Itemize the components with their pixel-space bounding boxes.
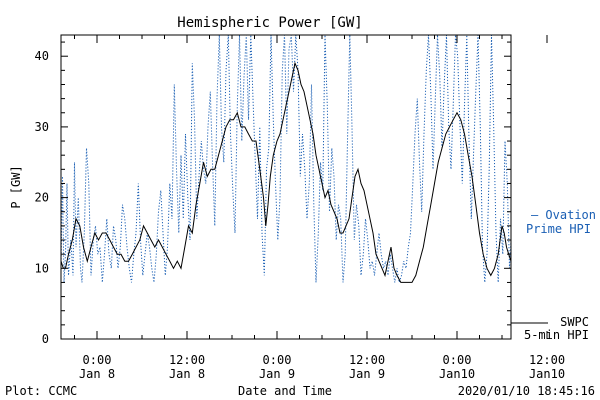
- y-tick-label: 0: [42, 332, 49, 346]
- x-tick-label-time: 12:00: [529, 353, 565, 367]
- x-tick-label-time: 0:00: [83, 353, 112, 367]
- x-tick-label-date: Jan 9: [349, 367, 385, 381]
- x-tick-label-date: Jan10: [439, 367, 475, 381]
- x-tick-label-date: Jan10: [529, 367, 565, 381]
- y-tick-label: 20: [35, 191, 49, 205]
- y-tick-label: 30: [35, 120, 49, 134]
- legend-ovation: – Ovation Prime HPI: [526, 208, 596, 236]
- series-layer: [61, 35, 511, 283]
- y-axis-label: P [GW]: [9, 165, 23, 208]
- y-axis: 0 10 20 30 40: [35, 41, 511, 346]
- x-tick-label-date: Jan 8: [169, 367, 205, 381]
- legend-ovation-line2: Prime HPI: [526, 222, 591, 236]
- chart-title: Hemispheric Power [GW]: [177, 15, 362, 31]
- footer-timestamp: 2020/01/10 18:45:16: [458, 384, 595, 398]
- legend-ovation-line1: – Ovation: [531, 208, 596, 222]
- x-axis-label: Date and Time: [238, 384, 332, 398]
- x-tick-label-time: 0:00: [263, 353, 292, 367]
- x-tick-label-time: 0:00: [443, 353, 472, 367]
- x-tick-label-time: 12:00: [349, 353, 385, 367]
- x-tick-label-date: Jan 9: [259, 367, 295, 381]
- legend-swpc-line2: 5-min HPI: [524, 328, 589, 342]
- footer-credit: Plot: CCMC: [5, 384, 77, 398]
- x-tick-label-time: 12:00: [169, 353, 205, 367]
- legend-swpc: SWPC 5-min HPI: [511, 315, 589, 342]
- y-tick-label: 40: [35, 49, 49, 63]
- series-ovation-line: [61, 35, 511, 283]
- plot-frame: [60, 34, 512, 340]
- legend-swpc-line1: SWPC: [560, 315, 589, 329]
- series-swpc-line: [61, 61, 511, 283]
- y-tick-label: 10: [35, 261, 49, 275]
- x-tick-label-date: Jan 8: [79, 367, 115, 381]
